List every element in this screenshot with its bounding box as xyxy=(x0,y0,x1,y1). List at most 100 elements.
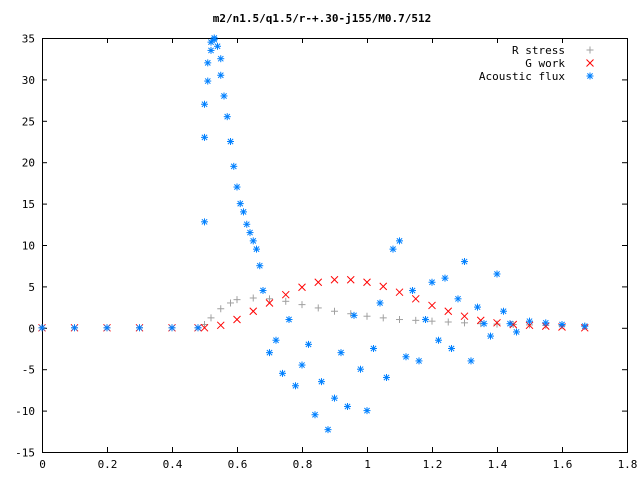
acoustic-flux-point xyxy=(500,307,507,315)
acoustic-flux-point xyxy=(236,200,244,208)
acoustic-flux-point xyxy=(217,71,225,79)
acoustic-flux-point xyxy=(363,407,371,415)
g-work-point xyxy=(281,290,290,299)
acoustic-flux-point xyxy=(227,138,234,145)
acoustic-flux-point xyxy=(454,295,462,303)
acoustic-flux-point xyxy=(194,324,202,332)
acoustic-flux-point xyxy=(542,319,550,327)
g-work-point xyxy=(265,299,274,307)
acoustic-flux-point xyxy=(168,324,176,332)
acoustic-flux-point xyxy=(136,324,143,332)
y-tick-label: 5 xyxy=(28,281,35,294)
legend-g-work-point xyxy=(586,59,594,67)
acoustic-flux-point xyxy=(513,328,520,336)
r-stress-point xyxy=(444,318,452,326)
acoustic-flux-point xyxy=(331,394,338,402)
r-stress-point xyxy=(207,314,215,322)
acoustic-flux-point xyxy=(233,183,241,191)
r-stress-point xyxy=(298,301,306,309)
acoustic-flux-point xyxy=(210,36,218,44)
acoustic-flux-point xyxy=(249,237,257,245)
acoustic-flux-point xyxy=(292,382,299,390)
y-tick-label: 0 xyxy=(28,322,35,335)
acoustic-flux-point xyxy=(467,357,475,365)
acoustic-flux-point xyxy=(422,316,429,324)
g-work-point xyxy=(460,312,469,321)
g-work-point xyxy=(249,307,258,316)
g-work-point xyxy=(346,275,355,284)
x-tick-label: 1 xyxy=(364,458,371,471)
acoustic-flux-point xyxy=(298,361,306,369)
acoustic-flux-point xyxy=(230,162,238,170)
acoustic-flux-point xyxy=(370,345,377,352)
acoustic-flux-point xyxy=(266,349,273,357)
axis-ticks xyxy=(42,38,628,453)
y-tick-label: 35 xyxy=(22,33,35,46)
r-stress-point xyxy=(412,316,420,324)
r-stress-point xyxy=(363,312,371,320)
g-work-point xyxy=(233,315,241,324)
x-tick-label: 0.8 xyxy=(293,458,313,471)
acoustic-flux-point xyxy=(461,258,468,266)
acoustic-flux-point xyxy=(243,220,251,228)
r-stress-point xyxy=(249,294,257,302)
g-work-point xyxy=(314,278,323,287)
acoustic-flux-point xyxy=(344,402,351,410)
x-tick-label: 0.6 xyxy=(228,458,248,471)
g-work-point xyxy=(493,318,501,327)
r-stress-point xyxy=(347,310,355,318)
acoustic-flux-point xyxy=(246,229,254,237)
acoustic-flux-point xyxy=(474,303,481,311)
acoustic-flux-point xyxy=(376,299,384,307)
acoustic-flux-point xyxy=(311,411,319,419)
acoustic-flux-point xyxy=(38,324,46,332)
y-tick-label: 20 xyxy=(22,157,35,170)
y-tick-label: 30 xyxy=(22,74,35,87)
acoustic-flux-point xyxy=(285,316,293,324)
r-stress-point xyxy=(282,297,290,305)
y-tick-label: 15 xyxy=(22,198,35,211)
acoustic-flux-point xyxy=(493,270,501,278)
acoustic-flux-point xyxy=(305,340,312,348)
acoustic-flux-point xyxy=(487,332,494,340)
legend-label: Acoustic flux xyxy=(479,70,565,83)
r-stress-point xyxy=(233,296,241,304)
g-work-point xyxy=(444,307,453,316)
r-stress-point xyxy=(493,320,501,328)
x-tick-label: 1.8 xyxy=(618,458,638,471)
legend-label: G work xyxy=(525,57,565,70)
legend-acoustic-flux-point xyxy=(586,72,594,80)
g-work-point xyxy=(379,282,388,291)
acoustic-flux-point xyxy=(350,311,358,319)
legend-r-stress-point xyxy=(586,46,594,54)
acoustic-flux-point xyxy=(204,59,212,67)
r-stress-point xyxy=(396,316,403,324)
r-stress-point xyxy=(266,295,273,303)
legend-label: R stress xyxy=(512,44,565,57)
g-work-point xyxy=(330,275,339,284)
x-tick-label: 1.4 xyxy=(488,458,508,471)
acoustic-flux-point xyxy=(441,274,449,282)
acoustic-flux-point xyxy=(337,349,345,357)
acoustic-flux-point xyxy=(240,208,247,216)
r-stress-point xyxy=(379,314,387,322)
acoustic-flux-point xyxy=(103,324,111,332)
acoustic-flux-point xyxy=(223,113,231,121)
g-work-point xyxy=(411,294,420,303)
r-stress-point xyxy=(428,317,436,325)
acoustic-flux-point xyxy=(214,42,221,50)
data-layer xyxy=(38,34,589,434)
r-stress-point xyxy=(461,319,468,327)
acoustic-flux-point xyxy=(581,322,589,330)
acoustic-flux-point xyxy=(480,320,488,328)
r-stress-point xyxy=(217,305,225,313)
y-tick-label: -5 xyxy=(22,364,35,377)
y-tick-label: 25 xyxy=(22,115,35,128)
acoustic-flux-point xyxy=(318,378,325,386)
g-work-point xyxy=(216,321,225,330)
acoustic-flux-point xyxy=(383,373,390,381)
acoustic-flux-point xyxy=(220,92,228,100)
acoustic-flux-point xyxy=(506,320,514,328)
